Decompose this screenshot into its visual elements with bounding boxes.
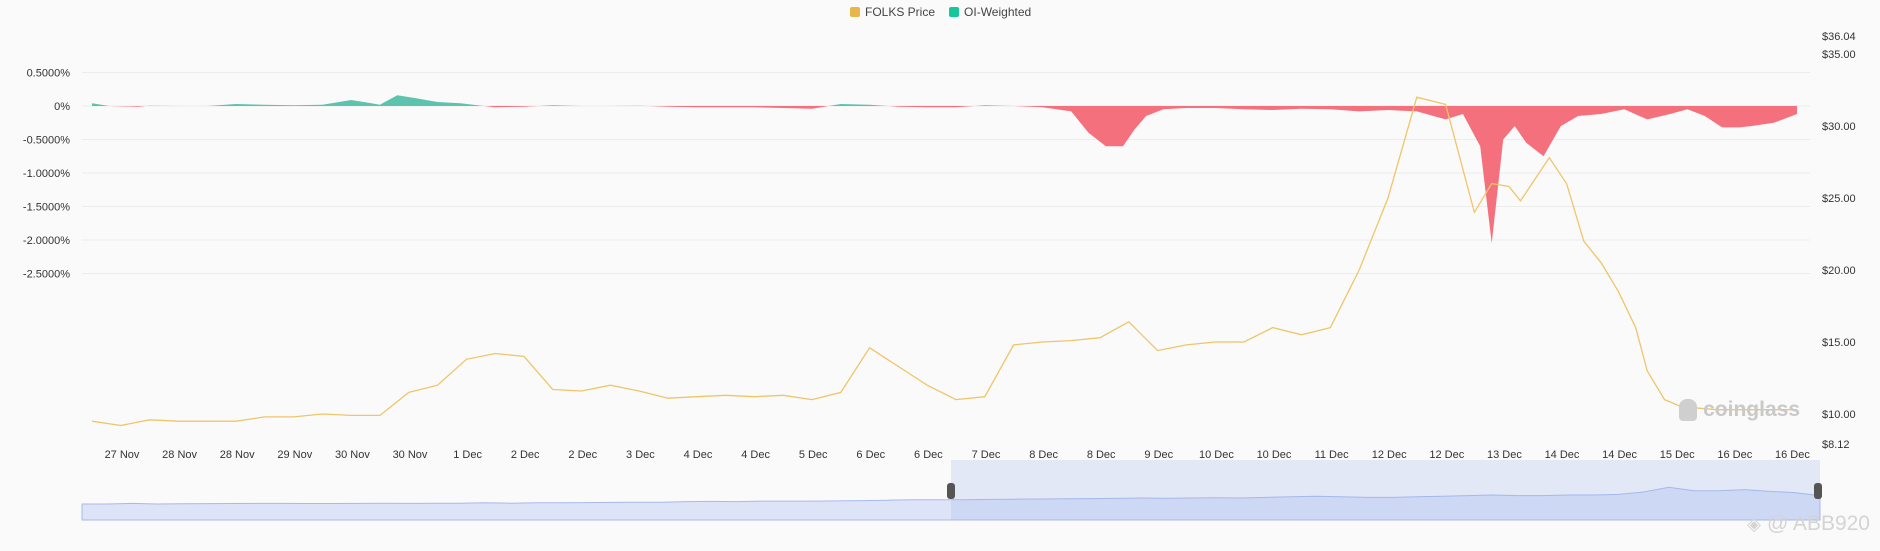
right-tick-label: $20.00 — [1822, 265, 1856, 277]
legend-swatch-price — [850, 7, 860, 17]
x-tick-label: 10 Dec — [1199, 449, 1234, 461]
x-tick-label: 13 Dec — [1487, 449, 1522, 461]
right-tick-label: $15.00 — [1822, 337, 1856, 349]
legend-item-oi[interactable]: OI-Weighted — [949, 5, 1031, 19]
x-tick-label: 16 Dec — [1717, 449, 1752, 461]
left-tick-label: -0.5000% — [23, 135, 70, 147]
credit-text: @ ABB920 — [1766, 512, 1870, 535]
x-tick-label: 8 Dec — [1029, 449, 1058, 461]
author-credit: ◈ @ ABB920 — [1747, 512, 1870, 536]
right-tick-label: $30.00 — [1822, 121, 1856, 133]
right-tick-label: $25.00 — [1822, 193, 1856, 205]
x-tick-label: 9 Dec — [1144, 449, 1173, 461]
x-tick-label: 10 Dec — [1257, 449, 1292, 461]
x-tick-label: 30 Nov — [393, 449, 428, 461]
x-tick-label: 4 Dec — [684, 449, 713, 461]
left-tick-label: -2.0000% — [23, 235, 70, 247]
x-tick-label: 1 Dec — [453, 449, 482, 461]
oi-positive-area — [92, 95, 1797, 106]
left-tick-label: 0.5000% — [27, 68, 71, 80]
left-axis: 0.5000% 0% -0.5000% -1.0000% -1.5000% -2.0000… — [23, 68, 70, 281]
x-tick-label: 3 Dec — [626, 449, 655, 461]
right-tick-label: $35.00 — [1822, 49, 1856, 61]
navigator-area — [81, 486, 1821, 521]
watermark-text: coinglass — [1703, 398, 1800, 421]
x-tick-label: 16 Dec — [1775, 449, 1810, 461]
navigator-handle — [1814, 483, 1822, 499]
binance-square-icon: ◈ — [1747, 513, 1761, 534]
legend-item-price[interactable]: FOLKS Price — [850, 5, 935, 19]
x-tick-label: 11 Dec — [1315, 449, 1350, 461]
x-tick-label: 12 Dec — [1429, 449, 1464, 461]
x-axis: 27 Nov 28 Nov 28 Nov 29 Nov 30 Nov 30 Nov 1 De… — [105, 449, 1811, 461]
left-tick-label: -1.5000% — [23, 202, 70, 214]
price-line — [91, 96, 1797, 427]
x-tick-label: 30 Nov — [335, 449, 370, 461]
navigator-handle — [947, 483, 955, 499]
coinglass-logo-icon — [1679, 399, 1698, 421]
x-tick-label: 2 Dec — [568, 449, 597, 461]
folks-price-series — [91, 96, 1797, 427]
navigator-selection — [951, 460, 1820, 520]
right-tick-label: $10.00 — [1822, 409, 1856, 421]
left-tick-label: -2.5000% — [23, 269, 70, 281]
x-tick-label: 14 Dec — [1545, 449, 1580, 461]
left-tick-label: -1.0000% — [23, 168, 70, 180]
x-tick-label: 15 Dec — [1660, 449, 1695, 461]
x-tick-label: 2 Dec — [511, 449, 540, 461]
right-tick-label: $8.12 — [1822, 439, 1850, 451]
x-tick-label: 7 Dec — [972, 449, 1001, 461]
x-tick-label: 14 Dec — [1602, 449, 1637, 461]
legend-label-oi: OI-Weighted — [964, 5, 1032, 19]
oi-weighted-series — [92, 95, 1797, 244]
chart-legend: FOLKS Price OI-Weighted — [850, 5, 1031, 19]
x-tick-label: 6 Dec — [856, 449, 885, 461]
x-tick-label: 28 Nov — [220, 449, 255, 461]
x-tick-label: 12 Dec — [1372, 449, 1407, 461]
x-tick-label: 29 Nov — [277, 449, 312, 461]
x-tick-label: 8 Dec — [1087, 449, 1116, 461]
legend-label-price: FOLKS Price — [865, 5, 936, 19]
left-tick-label: 0% — [54, 101, 70, 113]
x-tick-label: 5 Dec — [799, 449, 828, 461]
range-navigator[interactable] — [81, 460, 1822, 521]
right-tick-label: $36.04 — [1822, 31, 1856, 43]
x-tick-label: 27 Nov — [105, 449, 140, 461]
legend-swatch-oi — [949, 7, 960, 17]
x-tick-label: 28 Nov — [162, 449, 197, 461]
x-tick-label: 4 Dec — [741, 449, 770, 461]
right-axis: $36.04 $35.00 $30.00 $25.00 $20.00 $15.00 $10.… — [1822, 31, 1856, 451]
x-tick-label: 6 Dec — [914, 449, 943, 461]
coinglass-watermark: coinglass — [1679, 398, 1800, 422]
